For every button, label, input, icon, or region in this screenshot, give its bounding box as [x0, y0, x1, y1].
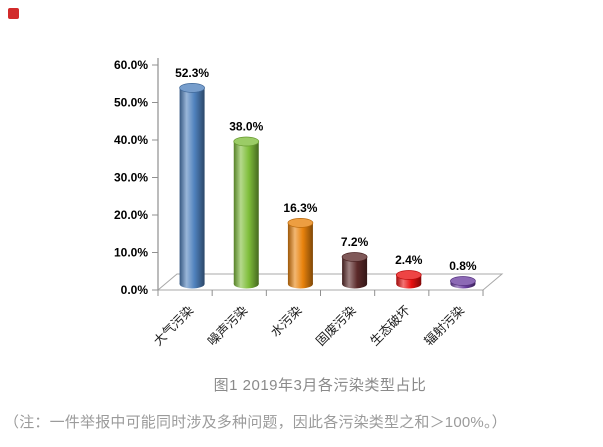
category-label: 固废污染	[313, 302, 359, 348]
category-label: 水污染	[267, 302, 304, 339]
category-label: 大气污染	[150, 302, 196, 348]
category-label: 噪声污染	[204, 302, 250, 348]
bar-value-label: 7.2%	[341, 235, 369, 249]
y-tick-label: 20.0%	[114, 208, 148, 222]
chart-canvas: 60.0% 50.0% 40.0% 30.0% 20.0% 10.0% 0.0% 52.3% 大…	[114, 58, 504, 348]
category-label: 辐射污染	[421, 302, 467, 348]
footnote: （注：一件举报中可能同时涉及多种问题，因此各污染类型之和＞100%。）	[4, 414, 507, 431]
bar-value-label: 38.0%	[229, 120, 263, 134]
bar-cylinder	[450, 276, 476, 289]
bar-value-label: 16.3%	[283, 201, 317, 215]
bar-cylinder	[341, 252, 368, 289]
bar-cylinder	[395, 270, 422, 289]
bar-cylinder	[179, 83, 205, 289]
bar-value-label: 0.8%	[449, 259, 477, 273]
bar-cylinder	[287, 218, 314, 289]
category-label: 生态破坏	[367, 302, 413, 348]
bar-value-label: 2.4%	[395, 253, 423, 267]
figure-caption: 图1 2019年3月各污染类型占比	[213, 377, 427, 394]
y-tick-label: 40.0%	[114, 133, 148, 147]
y-tick-label: 60.0%	[114, 58, 148, 72]
pollution-bar-chart: 60.0% 50.0% 40.0% 30.0% 20.0% 10.0% 0.0% 52.3% 大…	[114, 58, 504, 348]
y-tick-label: 10.0%	[114, 246, 148, 260]
bar-value-label: 52.3%	[175, 66, 209, 80]
y-tick-label: 0.0%	[121, 283, 149, 297]
red-square-icon	[8, 8, 19, 19]
y-tick-label: 30.0%	[114, 171, 148, 185]
bar-cylinder	[233, 136, 260, 289]
y-tick-label: 50.0%	[114, 96, 148, 110]
